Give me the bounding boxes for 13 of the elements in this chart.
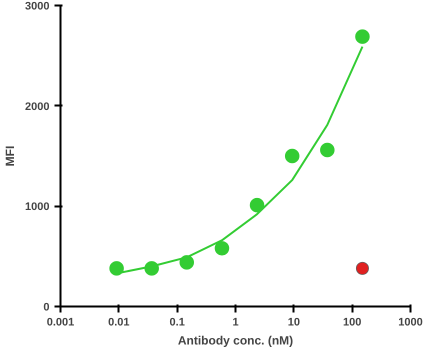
x-tick-label: 0.1	[170, 316, 185, 328]
y-tick-label: 1000	[25, 201, 50, 214]
x-tick-label: 100	[342, 316, 362, 328]
y-tick-label: 3000	[25, 0, 50, 12]
y-tick-label: 2000	[25, 100, 50, 113]
x-tick-label: 1000	[398, 316, 423, 328]
x-axis-title: Antibody conc. (nM)	[178, 334, 294, 348]
x-tick-label: 0.01	[108, 316, 130, 328]
x-tick-label: 1	[232, 316, 239, 328]
y-tick-label: 0	[43, 302, 50, 314]
x-tick-label: 10	[288, 316, 300, 328]
y-axis-title: MFI	[3, 146, 18, 166]
x-tick-label: 0.001	[46, 316, 74, 328]
